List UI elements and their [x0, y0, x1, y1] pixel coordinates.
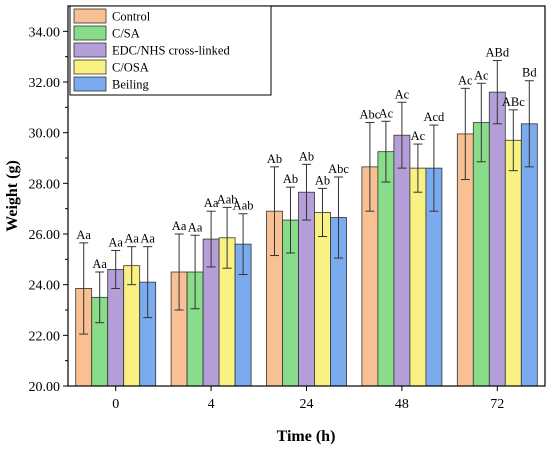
- x-tick-label: 72: [490, 397, 504, 412]
- bar-72h-3: [488, 91, 506, 387]
- y-tick-label: 26.00: [29, 228, 61, 243]
- y-tick-label: 22.00: [29, 329, 61, 344]
- significance-label: Ab: [267, 152, 282, 166]
- x-tick-label: 24: [300, 397, 314, 412]
- x-tick-label: 48: [395, 397, 409, 412]
- significance-label: Ab: [283, 172, 298, 186]
- error-bars-layer: [79, 59, 534, 335]
- significance-label: Abc: [359, 108, 380, 122]
- significance-label: Ab: [299, 149, 314, 163]
- y-tick-label: 34.00: [29, 25, 61, 40]
- significance-label: Ac: [379, 106, 394, 120]
- significance-label: Aa: [204, 196, 219, 210]
- legend-swatch: [73, 59, 107, 75]
- significance-label: Aab: [217, 192, 238, 206]
- significance-label: Ac: [474, 68, 489, 82]
- y-tick-label: 28.00: [29, 177, 61, 192]
- legend-swatch: [73, 8, 107, 24]
- legend-label: EDC/NHS cross-linked: [112, 44, 230, 58]
- significance-label: Acd: [423, 110, 445, 124]
- significance-label: ABd: [485, 45, 509, 59]
- significance-label: Ac: [458, 73, 473, 87]
- legend-swatch: [73, 25, 107, 41]
- bar-48h-2: [377, 151, 395, 387]
- legend-swatch: [73, 76, 107, 92]
- x-tick-label: 0: [112, 397, 119, 412]
- y-axis-title: Weight (g): [4, 160, 21, 232]
- bar-24h-4: [314, 212, 331, 387]
- significance-label: Aab: [233, 199, 254, 213]
- bar-24h-3: [298, 191, 315, 387]
- legend-swatch: [73, 42, 107, 58]
- significance-label: Ab: [315, 173, 330, 187]
- y-tick-label: 30.00: [29, 127, 61, 142]
- significance-label: Aa: [76, 228, 91, 242]
- significance-label: ABc: [502, 95, 525, 109]
- legend-label: C/SA: [112, 27, 140, 41]
- significance-label: Aa: [108, 235, 123, 249]
- significance-label: Aa: [124, 232, 139, 246]
- significance-label: Ac: [411, 129, 426, 143]
- significance-label: Ac: [395, 87, 410, 101]
- bar-48h-4: [409, 167, 427, 387]
- significance-label: Bd: [522, 66, 537, 80]
- bar-72h-4: [504, 139, 522, 387]
- x-axis-title: Time (h): [277, 428, 336, 445]
- significance-label: Aa: [92, 257, 107, 271]
- legend-label: C/OSA: [112, 61, 149, 75]
- y-tick-label: 24.00: [29, 279, 61, 294]
- y-tick-label: 32.00: [29, 76, 61, 91]
- legend-label: Control: [112, 10, 151, 24]
- bar-48h-3: [393, 134, 411, 387]
- legend: Control C/SA EDC/NHS cross-linked C/OSA Beil…: [69, 5, 272, 96]
- significance-label: Aa: [140, 232, 155, 246]
- significance-label: Aa: [172, 219, 187, 233]
- axes-layer: 0 4 24 48 72 20.00 22.00 24.00 26.00 28.00 30.00 32…: [29, 25, 505, 412]
- legend-label: Beiling: [112, 78, 150, 92]
- x-tick-label: 4: [208, 397, 215, 412]
- y-tick-label: 20.00: [29, 380, 61, 395]
- significance-label: Aa: [188, 220, 203, 234]
- significance-label: Abc: [328, 162, 349, 176]
